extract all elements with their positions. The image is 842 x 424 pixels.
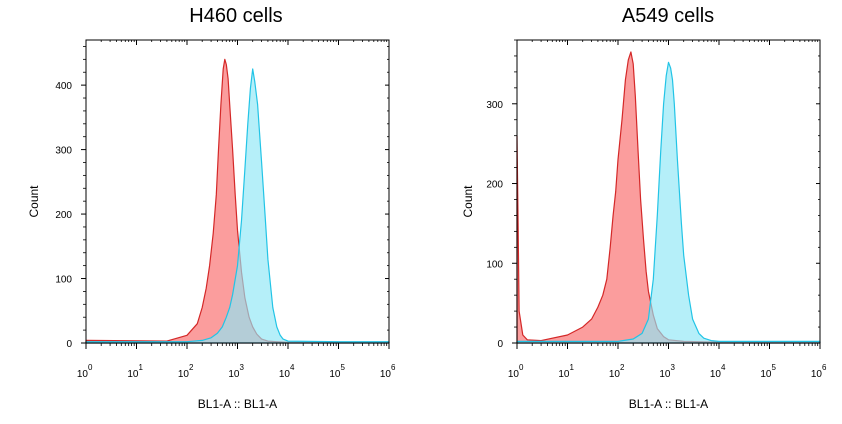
chart-title: A549 cells [622,5,714,27]
y-tick-label: 200 [486,180,503,191]
y-tick-label: 100 [55,275,72,286]
x-tick-exponent: 1 [139,363,144,372]
x-tick-exponent: 4 [290,363,295,372]
histogram-series-1 [85,68,390,344]
x-tick-exponent: 1 [570,363,575,372]
x-tick-label: 10 [77,369,89,380]
x-tick-label: 10 [811,369,823,380]
y-tick-label: 0 [66,339,72,350]
y-tick-label: 300 [55,146,72,157]
chart-title: H460 cells [189,5,282,27]
x-tick-label: 10 [178,369,190,380]
x-tick-label: 10 [127,369,139,380]
y-tick-label: 200 [55,210,72,221]
x-tick-exponent: 0 [88,363,93,372]
x-tick-exponent: 5 [772,363,777,372]
chart-panel-h460: H460 cells100101102103104105106010020030… [27,5,396,411]
x-tick-label: 10 [279,369,291,380]
y-tick-label: 0 [497,339,503,350]
x-tick-label: 10 [228,369,240,380]
x-tick-label: 10 [609,369,621,380]
x-tick-label: 10 [508,369,520,380]
x-axis-label: BL1-A :: BL1-A [629,397,708,411]
x-tick-exponent: 3 [240,363,245,372]
x-tick-exponent: 4 [721,363,726,372]
x-tick-exponent: 5 [341,363,346,372]
x-tick-exponent: 2 [189,363,194,372]
x-tick-label: 10 [760,369,772,380]
x-tick-exponent: 6 [391,363,396,372]
y-tick-label: 400 [55,81,72,92]
y-axis-label: Count [27,185,41,218]
x-axis-label: BL1-A :: BL1-A [198,397,277,411]
x-tick-exponent: 3 [671,363,676,372]
x-tick-label: 10 [558,369,570,380]
x-tick-exponent: 2 [620,363,625,372]
histogram-series-1 [516,61,821,344]
x-tick-exponent: 6 [822,363,827,372]
x-tick-exponent: 0 [519,363,524,372]
x-tick-label: 10 [659,369,671,380]
y-tick-label: 300 [486,100,503,111]
y-tick-label: 100 [486,259,503,270]
y-axis-label: Count [461,185,475,218]
x-tick-label: 10 [329,369,341,380]
x-tick-label: 10 [380,369,392,380]
chart-panel-a549: A549 cells100101102103104105106010020030… [461,5,827,411]
x-tick-label: 10 [710,369,722,380]
